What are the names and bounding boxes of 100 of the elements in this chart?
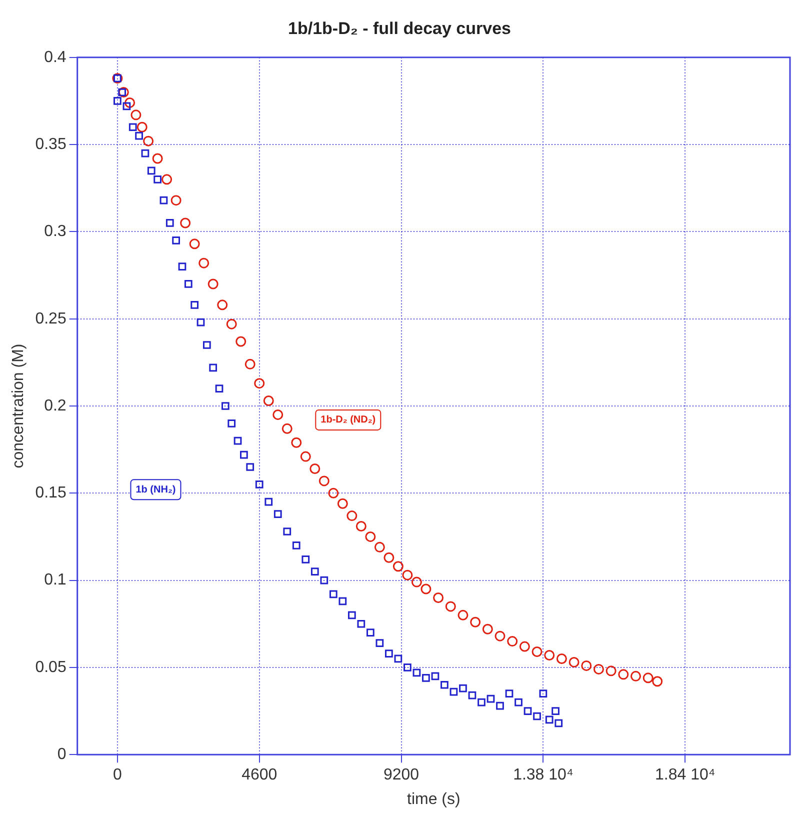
point [412,668,421,677]
point [486,694,495,703]
text: 1b (NH₂) [136,484,176,496]
point [189,238,200,250]
point [292,542,300,550]
point [478,698,486,706]
point [545,716,554,724]
point [118,88,126,96]
point [300,451,311,462]
point [365,531,376,542]
point [318,476,330,486]
point [302,555,310,564]
point [118,87,129,98]
point [533,712,541,720]
point [114,97,122,105]
y-tick-label: 0.4 [44,48,66,66]
point [532,646,542,658]
point [652,676,663,687]
point [124,97,136,108]
point [519,641,530,652]
point [190,300,199,309]
point [122,102,131,110]
point [346,510,358,522]
point [135,132,143,140]
point [374,542,385,552]
point [552,707,560,715]
point [494,630,506,642]
point [544,650,555,660]
point [310,464,320,474]
point [209,364,218,372]
y-tick-label: 0.3 [44,223,66,240]
point [254,378,265,389]
point [514,698,522,706]
point [272,409,284,420]
point [556,653,567,664]
point [402,570,413,580]
point [593,664,604,674]
chart-title: 1b/1b-D₂ - full decay curves [288,18,511,38]
point [166,219,174,227]
point [357,620,366,628]
point [630,670,641,682]
point [152,153,163,164]
y-tick-label: 0.2 [44,397,66,414]
point [642,672,654,684]
x-tick-label: 0 [112,766,122,784]
point [411,576,422,588]
point [310,568,319,576]
point [606,666,616,676]
point [154,175,162,184]
point [404,664,412,672]
point [184,280,192,288]
point [459,684,467,692]
point [274,510,282,518]
point [618,669,629,680]
point [356,521,366,532]
point [170,195,182,206]
point [234,436,242,445]
point [496,702,504,710]
point [217,300,228,310]
point [440,680,448,689]
point [198,258,210,268]
point [366,628,374,637]
point [433,592,444,603]
point [385,650,393,658]
point [338,597,347,606]
point [143,136,154,146]
x-axis-title: time (s) [407,790,460,808]
point [450,688,458,696]
point [470,616,481,628]
point [208,278,218,290]
y-tick-label: 0 [57,746,66,764]
point [458,610,468,620]
point [445,601,456,612]
point [283,528,292,536]
point [128,123,137,132]
point [162,174,172,185]
point [329,590,338,598]
point [255,480,264,488]
y-tick-label: 0.05 [35,658,66,676]
point [507,636,518,647]
text: 1b-D₂ (ND₂) [320,414,376,426]
point [180,218,191,228]
point [384,552,394,563]
point [160,196,168,204]
point [215,384,224,392]
point [539,690,548,698]
point [554,719,563,728]
point [392,561,404,572]
point [337,498,348,509]
point [348,611,356,620]
point [422,674,430,682]
y-tick-label: 0.35 [35,136,66,153]
point [240,450,248,459]
x-tick-label: 1.84 10⁴ [654,766,716,784]
point [524,707,532,715]
x-tick-label: 1.38 10⁴ [513,766,574,784]
point [505,690,514,698]
point [291,437,302,448]
point [320,576,328,584]
point [431,672,440,680]
